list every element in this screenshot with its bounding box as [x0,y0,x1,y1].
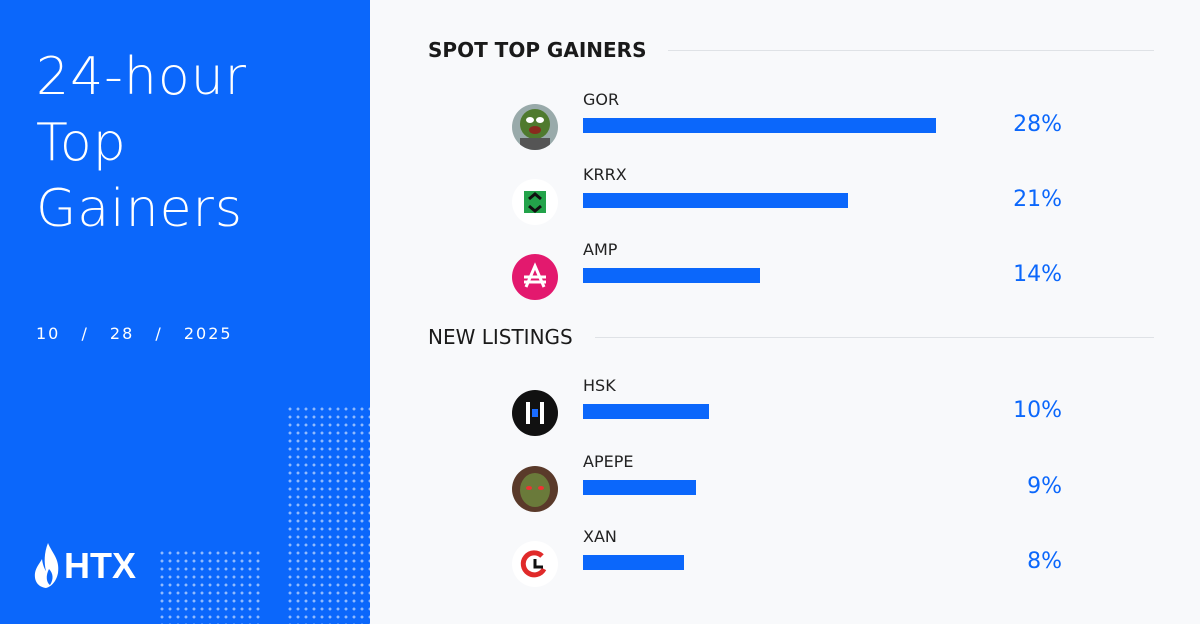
date: 10 / 28 / 2025 [36,324,233,343]
dot-pattern [286,405,370,624]
value-label: 9% [1027,474,1062,499]
bar-row: XAN 8% [512,527,1072,595]
bar [583,118,936,133]
hsk-logo-icon [512,390,558,436]
value-label: 14% [1013,262,1062,287]
krrx-arrows-icon [512,179,558,225]
title-line: 24-hour [36,47,248,107]
oscar-grouch-avatar [512,104,558,150]
dot-pattern [158,549,262,624]
section-title: SPOT TOP GAINERS [428,38,647,62]
bar-row: GOR 28% [512,90,1072,158]
brand-name: HTX [64,545,136,586]
token-symbol: GOR [583,90,620,109]
value-label: 8% [1027,549,1062,574]
bar [583,193,848,208]
value-label: 21% [1013,187,1062,212]
htx-logo: HTX [34,543,136,589]
token-symbol: KRRX [583,165,627,184]
bar-row: APEPE 9% [512,452,1072,520]
token-symbol: HSK [583,376,616,395]
xan-logo-icon [512,541,558,587]
section-header: SPOT TOP GAINERS [428,38,1154,62]
apepe-frog-avatar [512,466,558,512]
bar [583,404,710,419]
value-label: 10% [1013,398,1062,423]
bar-row: HSK 10% [512,376,1072,444]
bar [583,555,684,570]
value-label: 28% [1013,112,1062,137]
bar [583,480,697,495]
flame-icon [34,543,59,588]
section-header: NEW LISTINGS [428,325,1154,349]
title-line: Top [36,113,127,173]
amp-logo-icon [512,254,558,300]
divider [668,49,1154,51]
token-symbol: AMP [583,240,618,259]
page-title: 24-hour Top Gainers [36,44,247,242]
left-panel: 24-hour Top Gainers 10 / 28 / 2025 HTX [0,0,370,624]
bar-row: KRRX 21% [512,165,1072,233]
section-title: NEW LISTINGS [428,325,573,349]
bar-row: AMP 14% [512,240,1072,308]
token-symbol: APEPE [583,452,634,471]
divider [594,336,1154,338]
title-line: Gainers [36,179,244,239]
bar [583,268,760,283]
token-symbol: XAN [583,527,617,546]
